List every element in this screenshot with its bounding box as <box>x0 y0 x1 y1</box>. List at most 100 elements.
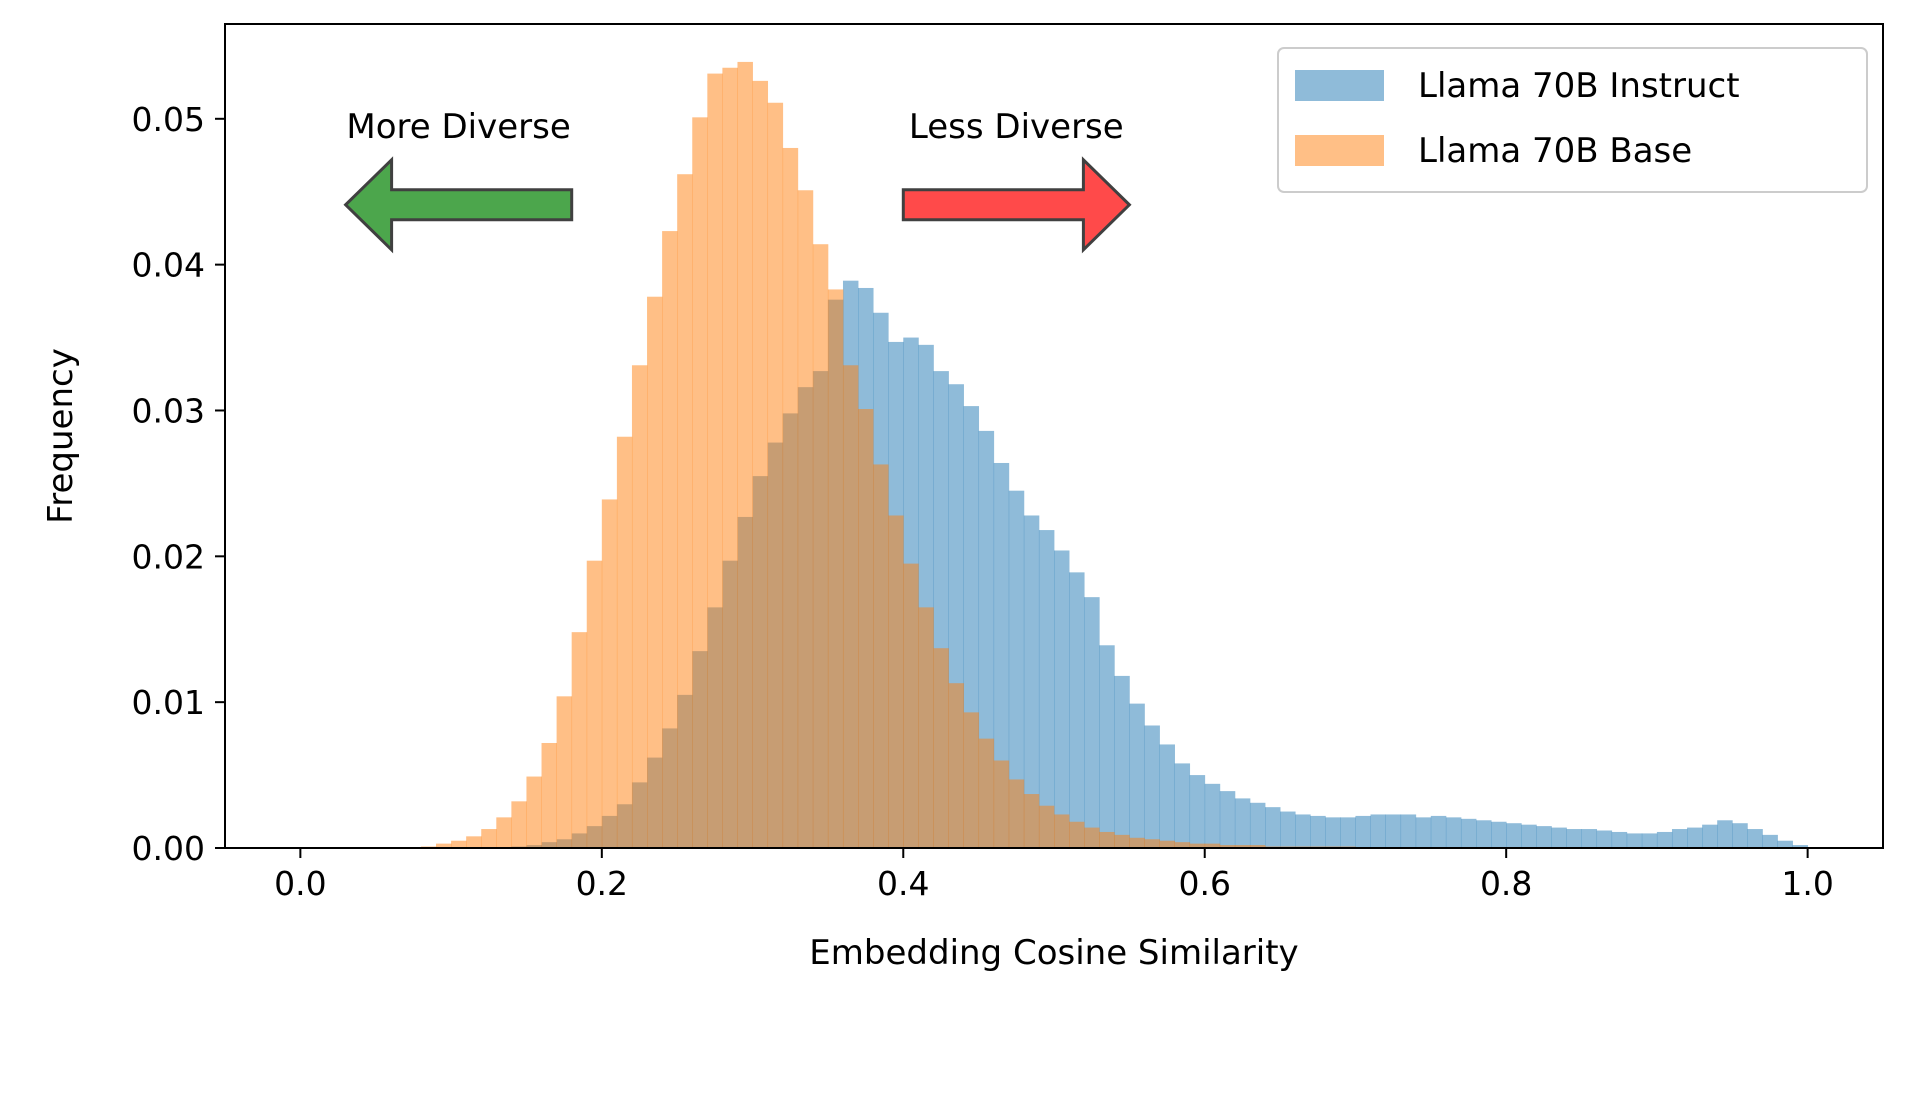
bar-base-54 <box>1114 834 1130 848</box>
bar-instruct-80 <box>1506 823 1522 848</box>
bar-base-43 <box>948 683 964 848</box>
bar-instruct-86 <box>1596 830 1613 848</box>
bar-base-11 <box>466 836 482 848</box>
bar-instruct-70 <box>1355 815 1371 848</box>
bar-instruct-73 <box>1400 814 1417 848</box>
bar-instruct-47 <box>1008 490 1025 848</box>
bar-base-37 <box>858 409 874 848</box>
bar-base-47 <box>1008 779 1025 848</box>
bar-instruct-54 <box>1114 675 1130 848</box>
bar-base-58 <box>1174 842 1191 848</box>
bar-instruct-60 <box>1204 783 1221 848</box>
y-tick-label: 0.05 <box>132 100 205 139</box>
plot-frame <box>224 23 1884 849</box>
bar-instruct-95 <box>1732 823 1748 848</box>
bar-base-36 <box>842 365 859 848</box>
bar-base-39 <box>888 515 904 848</box>
bar-base-63 <box>1249 845 1266 848</box>
bar-base-13 <box>496 817 512 848</box>
y-tick-label: 0.02 <box>132 537 205 576</box>
legend: Llama 70B Instruct Llama 70B Base <box>1277 47 1868 193</box>
y-axis-title: Frequency <box>41 348 81 524</box>
bar-instruct-69 <box>1340 817 1356 848</box>
bar-base-15 <box>526 776 542 848</box>
bar-base-61 <box>1219 845 1236 848</box>
bar-instruct-58 <box>1174 763 1191 848</box>
bar-base-9 <box>436 843 452 848</box>
bar-base-16 <box>541 742 557 848</box>
bar-base-14 <box>511 801 527 848</box>
bar-instruct-51 <box>1069 572 1085 848</box>
bar-instruct-71 <box>1370 814 1386 848</box>
bar-instruct-72 <box>1385 814 1402 848</box>
bar-instruct-75 <box>1430 815 1447 848</box>
more-diverse-arrow <box>343 156 574 254</box>
y-tick-label: 0.01 <box>132 683 205 722</box>
bar-base-57 <box>1159 840 1175 848</box>
bar-base-32 <box>782 147 799 848</box>
bar-instruct-63 <box>1249 802 1266 848</box>
less-diverse-label: Less Diverse <box>909 107 1124 147</box>
bar-instruct-82 <box>1536 826 1552 848</box>
less-diverse-arrow <box>901 156 1132 254</box>
bar-instruct-83 <box>1551 827 1567 848</box>
bar-base-10 <box>451 840 467 848</box>
bar-base-42 <box>933 648 949 848</box>
bar-instruct-93 <box>1702 824 1718 848</box>
bar-instruct-64 <box>1265 807 1281 848</box>
x-tick-label: 0.4 <box>877 864 929 903</box>
x-axis-ticks: 0.0 0.2 0.4 0.6 0.8 1.0 <box>274 848 1834 903</box>
bar-instruct-94 <box>1717 820 1733 848</box>
y-tick-label: 0.00 <box>132 829 205 868</box>
bar-instruct-62 <box>1234 798 1251 848</box>
bar-instruct-99 <box>1792 845 1809 848</box>
bar-base-40 <box>903 563 919 848</box>
legend-swatch-instruct <box>1295 70 1384 101</box>
bar-instruct-50 <box>1054 550 1070 848</box>
bar-instruct-78 <box>1476 820 1492 848</box>
bar-instruct-77 <box>1460 818 1477 848</box>
bar-instruct-91 <box>1671 829 1688 848</box>
bar-instruct-46 <box>993 462 1010 848</box>
bar-instruct-92 <box>1687 827 1703 848</box>
bar-instruct-65 <box>1280 811 1296 848</box>
bar-instruct-66 <box>1295 814 1311 848</box>
legend-label-base: Llama 70B Base <box>1418 131 1692 171</box>
bar-base-62 <box>1234 845 1251 848</box>
bar-instruct-56 <box>1144 725 1160 848</box>
bar-base-55 <box>1129 837 1145 848</box>
x-tick-label: 0.0 <box>274 864 326 903</box>
bar-base-50 <box>1054 814 1070 848</box>
bar-base-20 <box>601 499 618 848</box>
bar-instruct-84 <box>1566 829 1582 848</box>
bar-base-30 <box>752 80 769 848</box>
bar-instruct-53 <box>1099 645 1115 848</box>
bar-instruct-57 <box>1159 744 1175 848</box>
bar-base-21 <box>616 436 633 848</box>
bar-instruct-98 <box>1777 840 1793 848</box>
y-axis-ticks: 0.00 0.01 0.02 0.03 0.04 0.05 <box>132 100 225 868</box>
x-tick-label: 1.0 <box>1781 864 1833 903</box>
bar-base-41 <box>918 607 934 848</box>
more-diverse-label: More Diverse <box>346 107 570 147</box>
bar-base-60 <box>1204 843 1221 848</box>
bar-base-24 <box>662 231 678 849</box>
bar-instruct-68 <box>1325 817 1341 848</box>
bar-instruct-79 <box>1491 821 1507 848</box>
bar-instruct-48 <box>1023 515 1040 848</box>
bar-base-19 <box>586 560 603 848</box>
histogram-bars <box>420 61 1809 849</box>
bar-base-25 <box>677 174 693 849</box>
bar-instruct-89 <box>1641 833 1658 848</box>
bar-instruct-85 <box>1581 829 1598 848</box>
bar-instruct-81 <box>1521 824 1537 848</box>
legend-swatch-base <box>1295 135 1384 166</box>
bar-base-45 <box>978 738 995 848</box>
bar-instruct-52 <box>1084 597 1100 848</box>
bar-base-18 <box>571 632 588 848</box>
bar-base-28 <box>722 67 738 848</box>
bar-base-17 <box>556 696 573 848</box>
bar-instruct-55 <box>1129 703 1145 848</box>
bar-base-12 <box>481 829 497 848</box>
